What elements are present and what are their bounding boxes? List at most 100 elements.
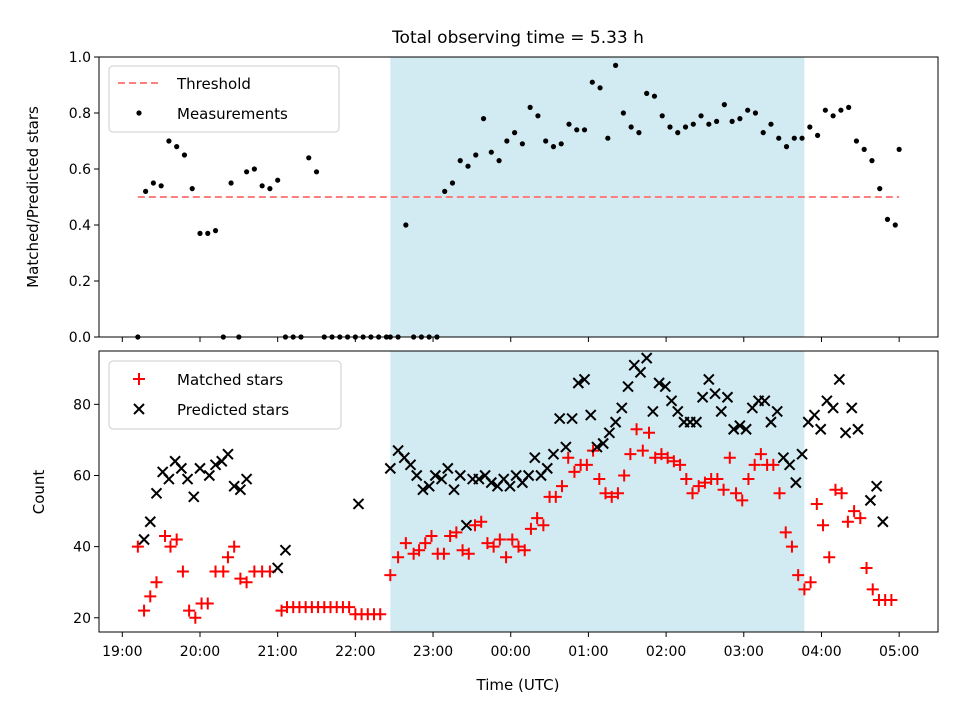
ratio-x-ticks (121, 337, 900, 342)
predicted-star-point (647, 405, 659, 418)
legend-measurements-label: Measurements (177, 105, 288, 123)
matched-star-point (655, 448, 668, 461)
predicted-star-point (771, 405, 783, 418)
predicted-star-point (435, 473, 448, 485)
measurement-point (488, 149, 494, 155)
measurement-point (745, 107, 751, 113)
matched-star-point (518, 544, 531, 557)
count-points (131, 352, 898, 624)
measurement-point (698, 113, 704, 119)
predicted-star-point (572, 377, 585, 389)
measurement-point (205, 230, 211, 236)
matched-star-point (686, 487, 699, 500)
count-y-tick-label: 40 (73, 540, 91, 556)
matched-star-point (413, 544, 426, 557)
matched-star-point (798, 583, 811, 596)
predicted-star-point (827, 402, 839, 414)
predicted-star-point (566, 412, 578, 425)
measurement-point (636, 130, 642, 136)
matched-star-point (605, 490, 618, 503)
predicted-star-point (485, 476, 498, 489)
figure-title: Total observing time = 5.33 h (391, 28, 644, 48)
matched-star-point (531, 512, 544, 525)
matched-star-point (730, 487, 743, 500)
matched-star-point (189, 611, 202, 624)
predicted-star-point (603, 427, 616, 439)
legend-threshold-label: Threshold (176, 75, 251, 93)
matched-star-point (736, 494, 749, 507)
predicted-star-point (194, 462, 206, 475)
measurement-point (846, 104, 852, 110)
matched-star-point (462, 547, 475, 560)
measurement-point (174, 144, 180, 150)
measurement-point (181, 152, 188, 158)
matched-star-point (150, 576, 163, 589)
matched-star-point (138, 604, 151, 617)
time-x-tick-label: 21:00 (257, 644, 297, 660)
predicted-star-point (877, 516, 889, 528)
ratio-y-tick-label: 1.0 (69, 50, 91, 66)
matched-star-point (804, 576, 817, 589)
matched-star-point (425, 529, 438, 542)
predicted-star-point (585, 409, 597, 421)
predicted-star-point (759, 395, 771, 407)
measurement-point (543, 138, 549, 144)
predicted-star-point (727, 423, 740, 435)
measurement-point (675, 130, 681, 136)
legend-matched-label: Matched stars (177, 371, 283, 389)
predicted-star-point (640, 352, 653, 364)
matched-star-point (810, 497, 823, 510)
ratio-legend-box (108, 65, 340, 133)
predicted-star-point (721, 391, 734, 403)
predicted-star-point (181, 473, 194, 485)
matched-star-point (636, 444, 649, 457)
matched-star-point (164, 540, 177, 553)
matched-star-point (343, 601, 356, 614)
matched-star-point (841, 515, 854, 528)
matched-star-point (643, 426, 656, 439)
measurement-point (480, 116, 487, 122)
predicted-star-point (384, 462, 397, 475)
measurement-point (527, 104, 533, 110)
matched-star-point (767, 458, 780, 471)
matched-star-point (674, 458, 687, 471)
matched-star-point (493, 533, 506, 546)
measurement-point (752, 110, 759, 116)
predicted-star-point (442, 462, 454, 475)
count-y-tick-label: 80 (73, 397, 91, 413)
measurement-point (473, 152, 479, 158)
time-x-tick-label: 03:00 (724, 644, 764, 660)
matched-star-point (234, 572, 247, 585)
measurement-point (783, 144, 790, 150)
matched-star-point (475, 515, 488, 528)
matched-star-point (450, 526, 463, 539)
matched-star-point (176, 565, 189, 578)
predicted-star-point (622, 380, 634, 393)
matched-star-point (240, 576, 253, 589)
ratio-y-tick-label: 0.8 (69, 106, 91, 122)
measurement-point (158, 183, 164, 189)
time-x-axis: 19:00 20:00 21:00 22:00 23:00 00:00 01:00 02:00… (102, 632, 919, 660)
ratio-y-tick-label: 0.6 (69, 162, 91, 178)
predicted-star-point (672, 405, 684, 418)
measurement-point (558, 141, 564, 147)
matched-star-point (698, 476, 711, 489)
matched-star-point (399, 537, 412, 550)
matched-star-point (456, 544, 469, 557)
measurement-point (589, 79, 595, 85)
legend-predicted-swatch (133, 403, 145, 415)
matched-star-point (384, 569, 397, 582)
matched-star-point (144, 590, 157, 603)
matched-star-point (748, 458, 761, 471)
predicted-star-point (541, 462, 553, 475)
matched-star-point (556, 480, 569, 493)
measurement-point (313, 169, 320, 175)
predicted-star-point (839, 427, 852, 439)
measurement-point (721, 102, 727, 108)
legend-predicted-label: Predicted stars (177, 401, 289, 419)
time-x-tick-label: 00:00 (491, 644, 531, 660)
measurement-point (504, 138, 510, 144)
measurement-point (244, 169, 250, 175)
time-x-tick-label: 02:00 (646, 644, 686, 660)
